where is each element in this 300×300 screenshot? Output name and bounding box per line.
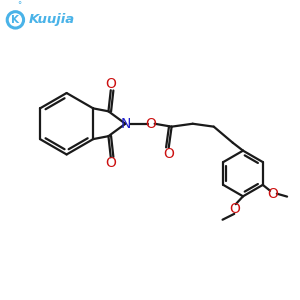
Text: O: O — [105, 77, 116, 92]
Text: O: O — [105, 156, 116, 170]
Text: O: O — [163, 147, 174, 160]
Text: K: K — [11, 15, 20, 25]
Text: O: O — [146, 117, 157, 131]
Text: °: ° — [18, 2, 22, 10]
Text: N: N — [120, 117, 130, 131]
Text: O: O — [230, 202, 240, 217]
Text: O: O — [268, 187, 278, 201]
Text: Kuujia: Kuujia — [28, 14, 75, 26]
